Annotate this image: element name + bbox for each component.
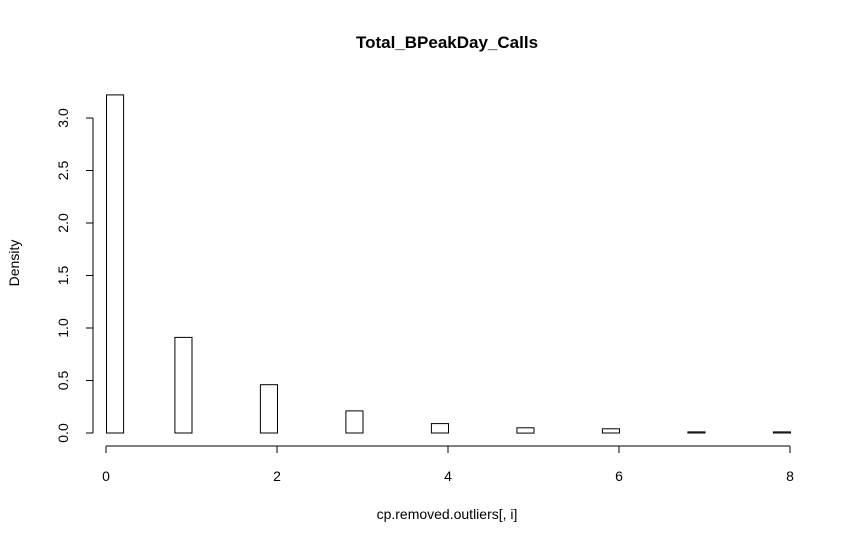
x-tick-label: 4	[444, 468, 452, 484]
x-axis: 0 2 4 6 8	[102, 445, 794, 484]
bars-group	[106, 94, 792, 434]
x-tick-label: 6	[615, 468, 623, 484]
y-axis-label: Density	[6, 240, 22, 287]
chart-title: Total_BPeakDay_Calls	[356, 33, 538, 52]
y-tick-label: 0.5	[55, 371, 71, 391]
y-tick-label: 2.0	[55, 213, 71, 233]
y-tick-label: 3.0	[55, 108, 71, 128]
x-tick-label: 2	[273, 468, 281, 484]
histogram-bar	[106, 94, 125, 434]
histogram-bar	[687, 431, 706, 434]
histogram-bar	[259, 384, 278, 434]
histogram-bar	[516, 427, 535, 434]
histogram-bar	[772, 431, 792, 434]
x-tick-label: 0	[102, 468, 110, 484]
y-tick-label: 0.0	[55, 423, 71, 443]
histogram-bar	[601, 428, 621, 434]
x-tick-label: 8	[786, 468, 794, 484]
y-axis: 0.0 0.5 1.0 1.5 2.0 2.5 3.0	[55, 108, 94, 443]
x-axis-label: cp.removed.outliers[, i]	[377, 506, 518, 522]
histogram-bar	[174, 336, 193, 434]
y-tick-label: 1.0	[55, 318, 71, 338]
histogram-bar	[345, 410, 364, 434]
y-tick-label: 2.5	[55, 161, 71, 181]
y-tick-label: 1.5	[55, 266, 71, 286]
histogram-bar	[430, 423, 449, 434]
